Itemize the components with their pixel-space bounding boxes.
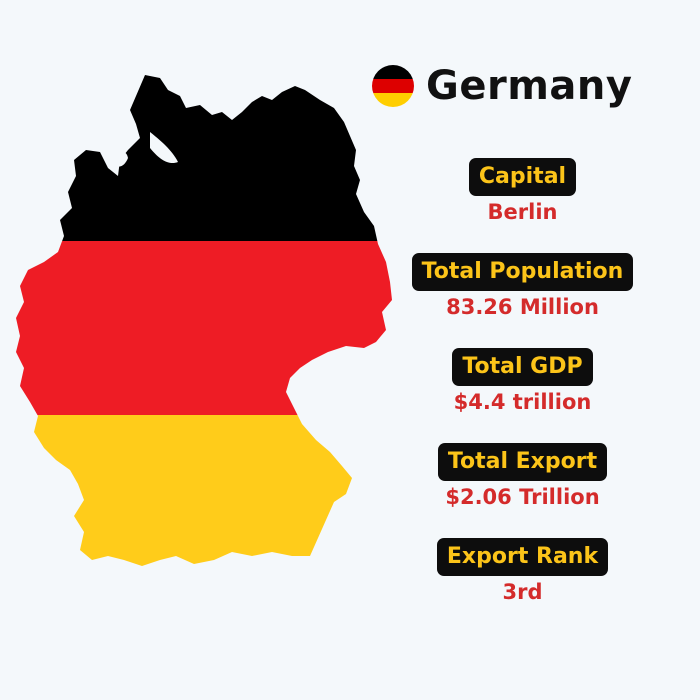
fact-value: 83.26 Million xyxy=(446,295,599,319)
country-header: Germany xyxy=(372,60,632,112)
fact-export: Total Export $2.06 Trillion xyxy=(390,443,655,538)
fact-value: Berlin xyxy=(487,200,558,224)
germany-map-icon xyxy=(16,75,392,566)
fact-label: Total Population xyxy=(411,253,634,291)
fact-label: Total GDP xyxy=(452,348,593,386)
fact-population: Total Population 83.26 Million xyxy=(390,253,655,348)
country-title: Germany xyxy=(426,63,633,109)
fact-label: Export Rank xyxy=(436,538,609,576)
germany-flag-icon xyxy=(372,65,414,107)
fact-label: Capital xyxy=(468,158,577,196)
fact-value: 3rd xyxy=(502,580,543,604)
fact-value: $4.4 trillion xyxy=(453,390,592,414)
fact-gdp: Total GDP $4.4 trillion xyxy=(390,348,655,443)
facts-list: Capital Berlin Total Population 83.26 Mi… xyxy=(390,158,655,633)
fact-capital: Capital Berlin xyxy=(390,158,655,253)
fact-value: $2.06 Trillion xyxy=(445,485,600,509)
fact-label: Total Export xyxy=(437,443,608,481)
fact-export-rank: Export Rank 3rd xyxy=(390,538,655,633)
